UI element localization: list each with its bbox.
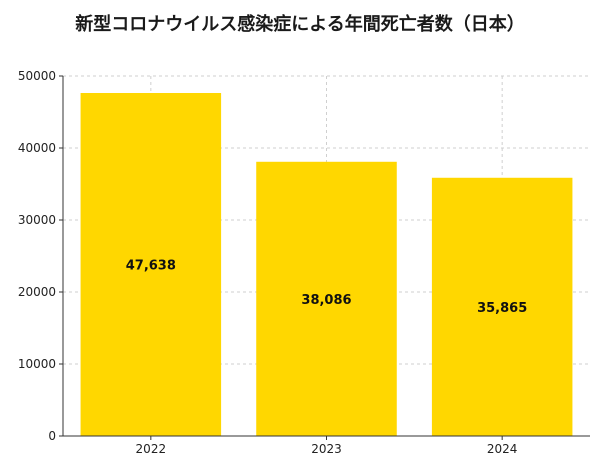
y-tick-label-3: 30000 — [18, 213, 56, 227]
bar-2024 — [431, 177, 573, 436]
data-labels: 47,638 38,086 35,865 — [126, 259, 528, 316]
y-axis: 0 10000 20000 30000 40000 50000 — [18, 69, 64, 443]
bars — [80, 93, 573, 436]
bar-2022 — [80, 93, 222, 436]
x-axis: 2022 2023 2024 — [63, 435, 590, 456]
y-tick-label-1: 10000 — [18, 357, 56, 371]
data-label-2023: 38,086 — [301, 293, 351, 308]
data-label-2022: 47,638 — [126, 259, 176, 274]
y-tick-label-2: 20000 — [18, 285, 56, 299]
x-tick-label-2023: 2023 — [311, 442, 342, 456]
x-tick-label-2024: 2024 — [487, 442, 518, 456]
x-tick-label-2022: 2022 — [136, 442, 167, 456]
y-tick-label-0: 0 — [48, 429, 56, 443]
data-label-2024: 35,865 — [477, 301, 527, 316]
chart-title: 新型コロナウイルス感染症による年間死亡者数（日本） — [75, 13, 524, 35]
bar-2023 — [256, 161, 397, 436]
y-tick-label-4: 40000 — [18, 141, 56, 155]
y-tick-label-5: 50000 — [18, 69, 56, 83]
